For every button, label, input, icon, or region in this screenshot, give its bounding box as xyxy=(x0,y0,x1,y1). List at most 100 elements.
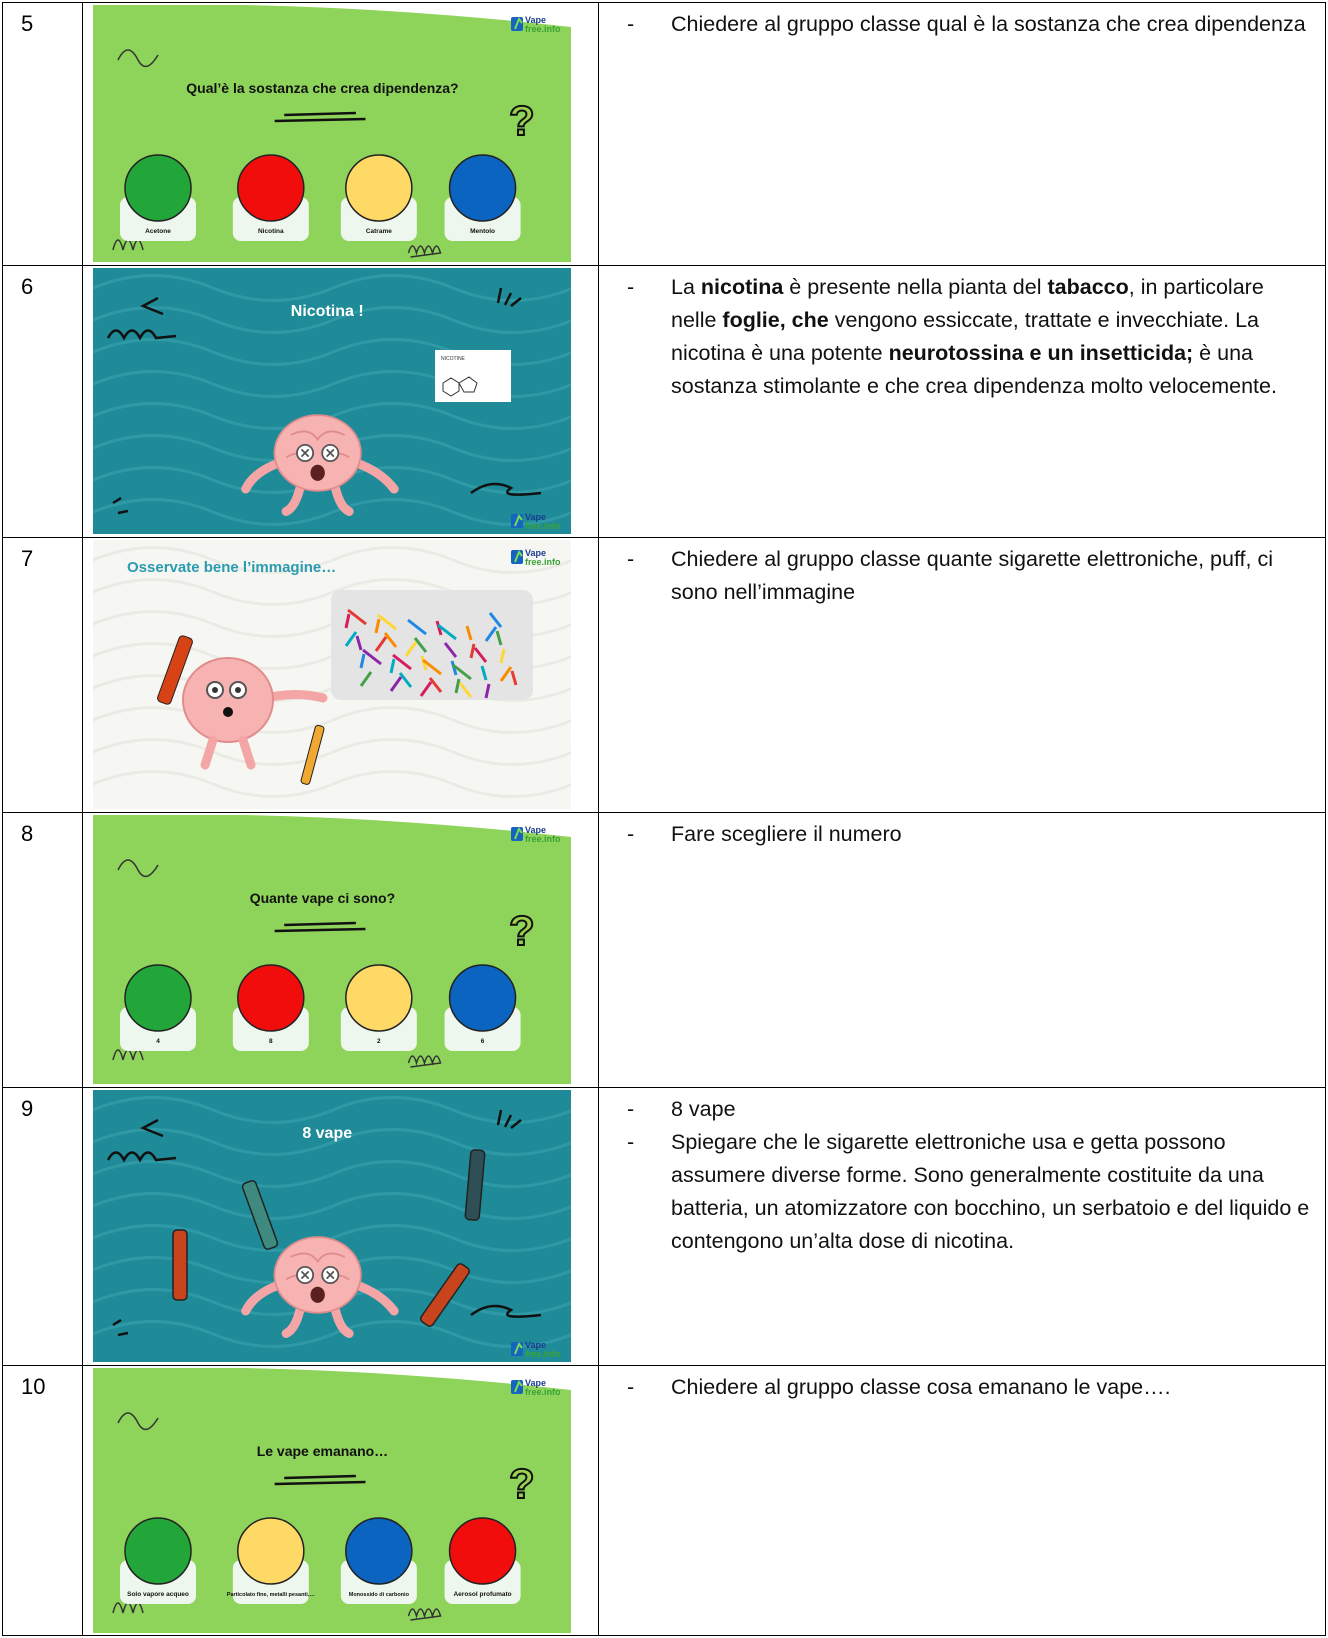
marker xyxy=(428,677,443,693)
option-label: Catrame xyxy=(366,228,392,235)
logo-text: free.info xyxy=(525,24,561,34)
marker xyxy=(374,636,388,652)
swirl xyxy=(93,306,571,334)
note-text: 8 vape xyxy=(671,1097,736,1121)
marker xyxy=(510,670,518,686)
slide-image: Qual’è la sostanza che crea dipendenza??… xyxy=(93,5,571,262)
bullet-dash: - xyxy=(627,547,635,571)
bullet-dash: - xyxy=(627,1130,635,1154)
notes-cell: - Fare scegliere il numero xyxy=(598,812,1326,1087)
question-mark: ? xyxy=(509,907,535,954)
slide-curve xyxy=(93,1368,571,1390)
slide-image: Le vape emanano…? Solo vapore acqueo Parti… xyxy=(93,1368,571,1633)
title-underline xyxy=(274,1474,366,1486)
doodle xyxy=(470,1109,542,1318)
notes-cell: - Chiedere al gruppo classe qual è la sos… xyxy=(598,2,1326,265)
note-text: tabacco xyxy=(1047,275,1129,299)
brain-eye-x xyxy=(326,1270,335,1280)
notes-cell: - Chiedere al gruppo classe quante sigare… xyxy=(598,537,1326,812)
slide-cell: Qual’è la sostanza che crea dipendenza??… xyxy=(82,2,598,265)
slide-cell: 8 vape Vape free.info xyxy=(82,1087,598,1365)
logo-text: free.info xyxy=(525,1349,561,1359)
vape-device xyxy=(241,1180,279,1250)
bullet-item: - Fare scegliere il numero xyxy=(599,818,1326,851)
slide-cell: Quante vape ci sono?? 4 8 2 6 Vape free.info xyxy=(82,812,598,1087)
logo-text: Vape xyxy=(525,512,546,522)
note-text: , in particolare nelle xyxy=(671,275,1264,332)
marker xyxy=(499,648,506,664)
swirl xyxy=(93,706,571,734)
logo-leaf xyxy=(514,513,523,527)
logo-leaf xyxy=(514,549,523,563)
slide-title: 8 vape xyxy=(302,1125,352,1142)
notes-cell: - La nicotina è presente nella pianta del… xyxy=(598,265,1326,537)
option-label: Solo vapore acqueo xyxy=(127,1591,189,1598)
option-label: Aerosol profumato xyxy=(453,1591,511,1598)
title-underline xyxy=(274,921,366,933)
marker xyxy=(404,641,418,657)
marker xyxy=(389,676,403,692)
option-label: 4 xyxy=(156,1038,160,1045)
marker xyxy=(392,653,412,671)
option-label: 8 xyxy=(269,1038,273,1045)
note-text: La xyxy=(671,275,701,299)
option-button xyxy=(448,1517,517,1585)
notes-cell: - 8 vape - Spiegare che le sigarette elettr… xyxy=(598,1087,1326,1365)
logo-text: Vape xyxy=(525,1340,546,1350)
marker xyxy=(389,658,396,674)
brain-mouth xyxy=(310,464,325,481)
option-button xyxy=(124,154,192,222)
doodle xyxy=(106,296,177,515)
brain-eye-x xyxy=(300,1270,310,1280)
doodle xyxy=(470,287,542,496)
option-button xyxy=(237,1517,305,1585)
marker xyxy=(347,608,367,626)
bullet-dash: - xyxy=(627,822,635,846)
marker xyxy=(419,681,433,697)
swirl xyxy=(93,1096,571,1124)
option-button xyxy=(124,1517,192,1585)
logo-leaf xyxy=(514,1341,523,1355)
question-mark: ? xyxy=(509,97,535,144)
vape-device xyxy=(172,1229,188,1301)
brain-character xyxy=(182,657,328,770)
swirl xyxy=(93,770,571,798)
swirl xyxy=(93,1320,571,1348)
row-number: 9 xyxy=(2,1087,82,1365)
logo-text: free.info xyxy=(525,521,561,531)
logo-text: Vape xyxy=(525,825,546,835)
marker xyxy=(355,635,363,651)
slide-curve xyxy=(93,5,571,27)
brain-body xyxy=(182,657,274,743)
doodle xyxy=(407,1608,442,1621)
note-text: Fare scegliere il numero xyxy=(671,822,902,846)
slide-title: Osservate bene l’immagine… xyxy=(127,559,336,576)
slide-title: Le vape emanano… xyxy=(257,1443,389,1459)
brain-legs xyxy=(200,735,256,770)
marker xyxy=(465,625,473,641)
bullet-dash: - xyxy=(627,1375,635,1399)
logo-text: Vape xyxy=(525,15,546,25)
brain-arms xyxy=(241,457,399,517)
marker xyxy=(362,648,382,666)
marker xyxy=(484,683,491,699)
marker xyxy=(488,612,503,628)
logo-text: free.info xyxy=(525,834,561,844)
option-label: Mentolo xyxy=(470,228,495,235)
brain-pupil xyxy=(212,687,218,693)
marker xyxy=(359,653,366,669)
marker xyxy=(450,660,458,676)
swirl xyxy=(93,402,571,430)
option-button xyxy=(345,964,413,1032)
swirl xyxy=(93,546,571,574)
marker xyxy=(413,637,428,653)
brain-character xyxy=(241,1236,399,1339)
marker xyxy=(458,682,473,698)
slide-title: Quante vape ci sono? xyxy=(250,890,395,906)
marker xyxy=(377,613,397,631)
marker xyxy=(495,630,503,646)
marker xyxy=(359,671,373,687)
